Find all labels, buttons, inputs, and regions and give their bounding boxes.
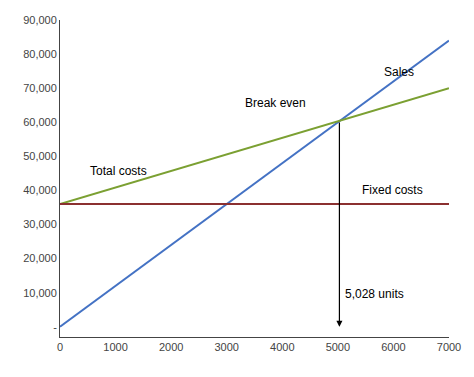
svg-text:20,000: 20,000 xyxy=(23,252,57,264)
svg-text:-: - xyxy=(53,321,57,333)
svg-text:80,000: 80,000 xyxy=(23,48,57,60)
svg-text:Fixed costs: Fixed costs xyxy=(362,183,423,197)
svg-text:2000: 2000 xyxy=(159,341,183,353)
svg-text:5,028 units: 5,028 units xyxy=(345,287,404,301)
svg-text:Break even: Break even xyxy=(245,96,306,110)
svg-text:60,000: 60,000 xyxy=(23,116,57,128)
svg-text:50,000: 50,000 xyxy=(23,150,57,162)
svg-text:40,000: 40,000 xyxy=(23,184,57,196)
svg-text:7000: 7000 xyxy=(437,341,461,353)
svg-text:Total costs: Total costs xyxy=(90,164,147,178)
svg-text:6000: 6000 xyxy=(381,341,405,353)
svg-text:3000: 3000 xyxy=(214,341,238,353)
svg-text:5000: 5000 xyxy=(326,341,350,353)
svg-text:1000: 1000 xyxy=(103,341,127,353)
svg-text:30,000: 30,000 xyxy=(23,218,57,230)
svg-text:0: 0 xyxy=(57,341,63,353)
svg-text:4000: 4000 xyxy=(270,341,294,353)
svg-text:10,000: 10,000 xyxy=(23,287,57,299)
svg-text:70,000: 70,000 xyxy=(23,82,57,94)
svg-text:Sales: Sales xyxy=(384,65,414,79)
svg-text:90,000: 90,000 xyxy=(23,14,57,26)
